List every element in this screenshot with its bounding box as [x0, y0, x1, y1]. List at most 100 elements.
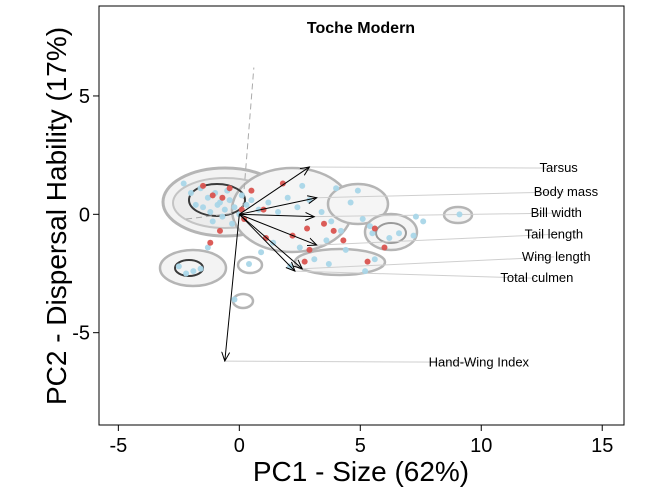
x-axis-title: PC1 - Size (62%) — [253, 456, 469, 487]
data-point — [207, 239, 214, 246]
data-point — [296, 244, 303, 251]
data-point — [258, 249, 265, 256]
data-point — [456, 211, 463, 218]
density-contour — [326, 182, 390, 226]
data-point — [279, 180, 286, 187]
data-point — [371, 225, 378, 232]
data-point — [325, 261, 332, 268]
data-point — [412, 213, 419, 220]
vector-label: Tail length — [525, 226, 584, 241]
vector-label: Wing length — [522, 249, 591, 264]
data-point — [197, 265, 204, 272]
data-point — [248, 197, 255, 204]
loading-vector — [239, 213, 316, 245]
x-tick-label: 0 — [234, 435, 245, 457]
data-point — [299, 182, 306, 189]
vector-label: Hand-Wing Index — [429, 354, 530, 369]
panel-title: Toche Modern — [307, 20, 415, 37]
data-point — [229, 220, 236, 227]
data-point — [219, 213, 226, 220]
loading-vector — [238, 213, 295, 271]
data-point — [354, 187, 361, 194]
label-guide-line — [294, 270, 535, 279]
density-contours — [158, 166, 474, 310]
data-point — [275, 208, 282, 215]
plot-border — [98, 5, 625, 426]
data-point — [204, 194, 211, 201]
loading-vector — [239, 214, 314, 216]
data-point — [180, 180, 187, 187]
data-point — [328, 218, 335, 225]
data-point — [359, 216, 366, 223]
data-point — [221, 206, 228, 213]
data-point — [270, 239, 277, 246]
data-point — [231, 296, 238, 303]
data-point — [183, 270, 190, 277]
data-point — [301, 258, 308, 265]
vector-label: Bill width — [531, 205, 582, 220]
data-point — [216, 227, 223, 234]
loading-vector — [225, 214, 240, 361]
loading-vector — [239, 167, 309, 215]
loading-vector — [239, 198, 316, 215]
data-point — [323, 237, 330, 244]
data-point — [231, 204, 238, 211]
x-tick-label: 10 — [470, 435, 492, 457]
data-point — [337, 227, 344, 234]
data-point — [255, 206, 262, 213]
label-guide-line — [309, 166, 557, 169]
data-point — [284, 194, 291, 201]
data-point — [192, 201, 199, 208]
label-guide-lines — [186, 67, 564, 363]
density-contour — [375, 222, 407, 244]
data-point — [330, 227, 337, 234]
vector-label: Tarsus — [540, 160, 579, 175]
label-guide-line — [316, 233, 552, 246]
data-point — [200, 182, 207, 189]
data-point — [342, 246, 349, 253]
data-point — [369, 230, 376, 237]
x-tick-label: 5 — [355, 435, 366, 457]
data-point — [226, 185, 233, 192]
data-point — [243, 201, 250, 208]
data-point — [190, 268, 197, 275]
data-point — [204, 244, 211, 251]
vector-label: Body mass — [534, 184, 599, 199]
y-tick-label: 0 — [79, 204, 90, 226]
data-point — [175, 263, 182, 270]
loading-vector — [238, 213, 302, 268]
data-point — [366, 223, 373, 230]
data-point — [226, 197, 233, 204]
data-point — [364, 258, 371, 265]
axes: -5 0 5 10 15 -5 0 5 — [72, 5, 625, 457]
data-point — [340, 237, 347, 244]
label-guide-line — [302, 256, 555, 270]
data-point — [187, 190, 194, 197]
density-contour — [158, 248, 228, 288]
data-point — [381, 244, 388, 251]
data-point — [386, 234, 393, 241]
data-point — [396, 230, 402, 237]
vector-label: Total culmen — [500, 270, 573, 285]
data-point — [311, 256, 318, 263]
data-point — [318, 208, 325, 215]
data-point — [420, 218, 427, 225]
y-axis-title: PC2 - Dispersal Hability (17%) — [41, 27, 72, 405]
x-tick-label: -5 — [109, 435, 127, 457]
data-point — [321, 220, 327, 227]
y-tick-label: -5 — [72, 323, 90, 345]
data-point — [207, 208, 214, 215]
data-point — [371, 256, 378, 263]
data-point — [238, 192, 245, 199]
density-contour — [236, 255, 264, 275]
data-point — [209, 192, 216, 199]
data-point — [304, 225, 311, 232]
label-guide-line — [224, 360, 477, 363]
label-guide-line — [314, 212, 555, 218]
data-point — [410, 232, 417, 239]
data-point — [347, 199, 354, 206]
data-point — [219, 194, 226, 201]
data-point — [209, 218, 216, 225]
data-point — [265, 199, 272, 206]
